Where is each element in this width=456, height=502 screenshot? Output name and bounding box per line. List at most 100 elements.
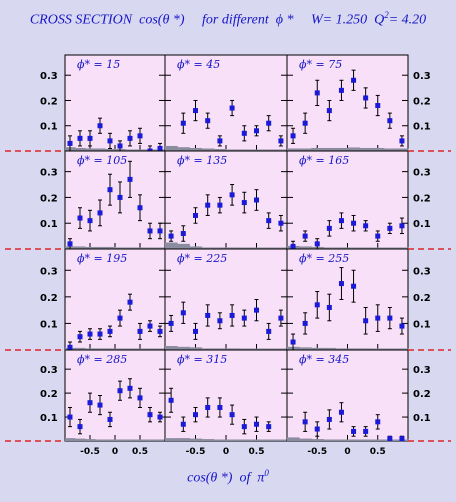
data-point [375, 419, 381, 425]
background-band [383, 247, 397, 249]
data-point [351, 77, 357, 83]
data-point [117, 194, 123, 200]
panel-frame [64, 54, 166, 152]
background-band [250, 439, 264, 441]
background-band [347, 348, 361, 350]
background-band [213, 348, 227, 350]
data-point [205, 202, 211, 208]
data-point [127, 135, 133, 141]
x-tick-label: 0.5 [132, 447, 148, 457]
background-band [189, 147, 203, 151]
data-point [290, 339, 296, 345]
data-point [314, 426, 320, 432]
y-tick-label: 0.2 [413, 293, 431, 304]
x-axis-caption-exponent: 0 [264, 468, 269, 478]
background-band [335, 348, 348, 350]
panel-frame [286, 248, 409, 351]
data-point [266, 120, 272, 126]
data-point [387, 118, 393, 124]
y-tick-label: 0.1 [413, 319, 431, 330]
data-point [399, 323, 405, 329]
y-tick-label: 0.1 [40, 219, 58, 230]
background-band [165, 145, 178, 151]
data-point [127, 299, 133, 305]
x-tick-label: 0 [112, 447, 118, 457]
background-band [250, 247, 264, 249]
data-point [67, 241, 73, 247]
data-point [193, 212, 198, 218]
background-band [299, 148, 312, 151]
data-point [217, 138, 223, 144]
y-tick-label: 0.1 [40, 122, 58, 133]
background-band [250, 348, 264, 350]
background-band [165, 346, 178, 350]
panel-frame [64, 248, 166, 351]
background-band [371, 348, 385, 350]
data-point [87, 218, 93, 224]
background-band [135, 247, 146, 249]
data-point [107, 328, 113, 334]
data-point [147, 412, 153, 418]
background-band [201, 439, 215, 441]
data-point [363, 223, 369, 229]
background-band [95, 246, 106, 249]
background-band [201, 247, 215, 249]
data-point [338, 281, 344, 287]
data-point [399, 436, 405, 442]
data-point [387, 436, 393, 442]
background-band [238, 149, 251, 151]
background-band [347, 147, 361, 151]
data-point [363, 95, 369, 101]
data-point [314, 241, 320, 247]
data-point [168, 233, 174, 239]
background-band [226, 247, 239, 249]
data-point [107, 187, 113, 193]
background-band [383, 148, 397, 151]
background-band [323, 247, 336, 249]
data-point [338, 87, 344, 93]
data-point [302, 120, 308, 126]
data-point [254, 128, 259, 134]
background-band [213, 247, 227, 249]
background-band [75, 438, 86, 441]
panel-frame [286, 349, 409, 442]
background-band [105, 439, 116, 441]
data-point [107, 416, 113, 422]
data-point [205, 118, 211, 124]
data-point [254, 421, 259, 427]
panel-label: ϕ* = 345 [299, 353, 349, 366]
y-tick-label: 0.1 [413, 219, 431, 230]
y-tick-label: 0.2 [413, 96, 431, 107]
data-point [387, 315, 393, 321]
x-axis-caption-text: cos(θ *) of π [187, 470, 265, 486]
background-band [371, 439, 385, 441]
data-point [168, 397, 174, 403]
data-point [180, 421, 186, 427]
title-part2: W= 1.250 Q [310, 12, 385, 28]
background-band [226, 439, 239, 441]
data-point [266, 424, 272, 430]
data-point [217, 202, 223, 208]
background-band [311, 347, 324, 350]
y-tick-label: 0.3 [40, 71, 58, 82]
y-tick-label: 0.1 [40, 319, 58, 330]
data-point [137, 395, 143, 401]
data-point [241, 200, 247, 206]
data-point [117, 143, 123, 149]
x-tick-label: -0.5 [80, 447, 100, 457]
background-band [323, 347, 336, 350]
data-point [278, 315, 284, 321]
data-point [375, 103, 381, 109]
background-band [274, 149, 288, 151]
data-point [205, 312, 211, 318]
panel-label: ϕ* = 225 [177, 252, 227, 265]
x-tick-label: 0.5 [370, 447, 386, 457]
background-band [155, 247, 166, 249]
data-point [157, 414, 163, 420]
data-point [137, 205, 143, 211]
x-tick-label: 0 [344, 447, 350, 457]
data-point [266, 218, 272, 224]
data-point [97, 210, 103, 216]
background-band [145, 348, 156, 350]
background-band [75, 147, 86, 151]
